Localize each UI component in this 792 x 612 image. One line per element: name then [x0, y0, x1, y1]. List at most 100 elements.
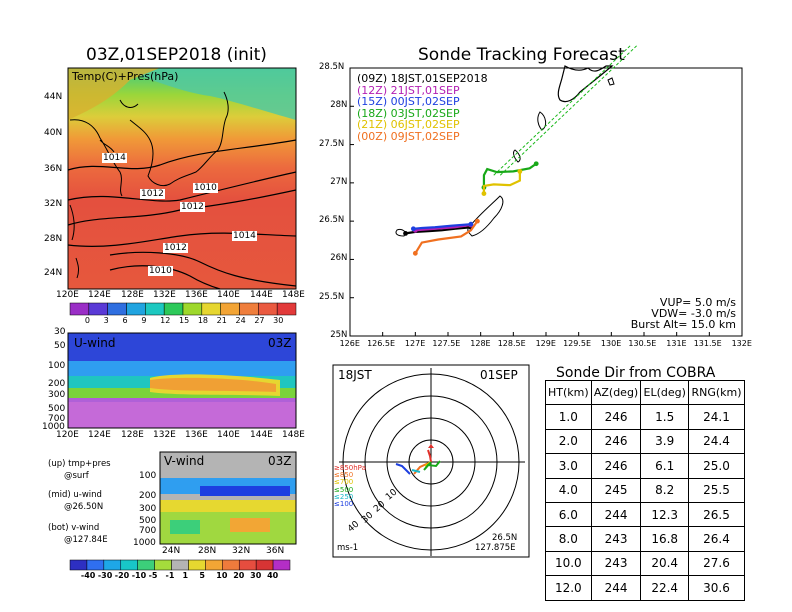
cobra-header-row: HT(km) AZ(deg) EL(deg) RNG(km) — [545, 379, 745, 406]
wind-colorbar-tick: -1 — [165, 571, 175, 580]
forecast-trend-line — [493, 44, 632, 176]
cobra-cell: 24.4 — [688, 428, 745, 455]
track-series-point — [533, 161, 539, 167]
cobra-cell: 244 — [590, 501, 642, 528]
wind-colorbar-tick: -5 — [148, 571, 158, 580]
temperature-colorbar-swatch — [276, 302, 297, 316]
cobra-cell: 245 — [590, 477, 642, 503]
polar-lon: 127.875E — [475, 543, 516, 553]
continent-region — [68, 68, 160, 120]
map-lat-tick: 28N — [44, 234, 63, 244]
track-series-point — [481, 191, 487, 196]
map-lon-tick: 140E — [217, 290, 240, 300]
cobra-cell: 2.0 — [545, 428, 592, 455]
wind-colorbar — [69, 559, 291, 571]
note-up-2: @surf — [64, 471, 89, 481]
cobra-row: 4.0 245 8.2 25.5 — [545, 477, 745, 503]
cobra-cell: 8.2 — [640, 477, 689, 503]
track-series-line — [405, 226, 471, 235]
tracking-lat-tick: 28.5N — [319, 62, 345, 72]
tracking-lon-tick: 129E — [535, 339, 556, 348]
tracking-lon-tick: 130E — [600, 339, 622, 348]
temperature-colorbar-tick: 12 — [160, 316, 171, 325]
cobra-table: HT(km) AZ(deg) EL(deg) RNG(km) 1.0 246 1.5… — [545, 379, 745, 601]
tracking-legend-entry: (09Z) 18JST,01SEP2018 — [357, 72, 488, 85]
tracking-lon-tick: 126E — [339, 339, 360, 348]
temperature-colorbar-tick: 30 — [273, 316, 284, 325]
cobra-row: 2.0 246 3.9 24.4 — [545, 428, 745, 455]
wind-colorbar-tick: 1 — [182, 571, 189, 580]
temperature-colorbar-tick: 9 — [141, 316, 147, 325]
temperature-colorbar-tick: 27 — [254, 316, 265, 325]
tracking-param: Burst Alt= 15.0 km — [630, 318, 736, 331]
tracking-lon-tick: 126.5E — [367, 339, 396, 348]
map-lat-tick: 24N — [44, 268, 63, 278]
track-series-point — [517, 168, 523, 174]
vwind-lat-tick: 32N — [232, 546, 251, 556]
tracking-lon-tick: 129.5E — [563, 339, 592, 348]
temperature-colorbar-tick: 3 — [103, 316, 109, 325]
tracking-legend-entry: (18Z) 03JST,02SEP — [357, 106, 460, 120]
note-bot-2: @127.84E — [64, 535, 108, 545]
cobra-cell: 10.0 — [545, 550, 592, 577]
cobra-cell: 16.8 — [640, 526, 689, 552]
map-lon-tick: 120E — [56, 290, 79, 300]
uwind-lon-tick: 132E — [153, 430, 176, 440]
island-okinawa — [467, 195, 504, 237]
cobra-cell: 12.3 — [640, 501, 689, 528]
uwind-lon-tick: 144E — [250, 430, 273, 440]
temperature-colorbar-tick: 18 — [197, 316, 209, 325]
cobra-row: 1.0 246 1.5 24.1 — [545, 404, 745, 430]
polar-legend-entry: ≤250 — [334, 492, 354, 501]
cobra-cell: 26.4 — [688, 526, 745, 552]
isobar-line — [67, 139, 297, 171]
map-lat-tick: 40N — [44, 128, 63, 138]
island — [513, 149, 521, 163]
map-lon-tick: 136E — [185, 290, 208, 300]
isobar-label: 1010 — [148, 266, 173, 276]
cobra-cell: 246 — [590, 404, 642, 430]
cobra-cell: 1.5 — [640, 404, 689, 430]
cobra-cell: 6.1 — [640, 453, 689, 479]
tracking-legend-entry: (21Z) 06JST,02SEP — [357, 118, 460, 131]
tracking-param: VUP= 5.0 m/s — [659, 296, 736, 309]
vwind-pressure-tick: 200 — [139, 491, 157, 501]
track-series-point — [410, 226, 416, 232]
cobra-cell: 22.4 — [640, 575, 689, 601]
vwind-time: 03Z — [268, 454, 292, 468]
wind-colorbar-tick: -10 — [131, 571, 147, 580]
polar-unit: ms-1 — [337, 543, 359, 553]
tracking-legend-entry: (00Z) 09JST,02SEP — [357, 129, 460, 143]
isobar-label: 1012 — [180, 202, 205, 212]
vwind-pressure-tick: 100 — [139, 471, 157, 481]
cobra-cell: 25.0 — [688, 453, 745, 479]
uwind-pressure-tick: 30 — [54, 327, 66, 337]
tracking-frame — [349, 67, 743, 337]
uwind-pressure-tick: 100 — [48, 361, 66, 371]
vwind-lat-tick: 28N — [198, 546, 217, 556]
cobra-cell: 246 — [590, 453, 642, 479]
tracking-lat-tick: 27.5N — [319, 138, 345, 149]
polar-lat: 26.5N — [492, 533, 518, 543]
wind-colorbar-tick: 40 — [267, 571, 279, 580]
map-lon-tick: 128E — [121, 290, 144, 300]
map-lat-tick: 44N — [44, 92, 63, 102]
isobar-label: 1012 — [163, 243, 188, 253]
cobra-row: 3.0 246 6.1 25.0 — [545, 453, 745, 479]
tracking-param: VDW= -3.0 m/s — [651, 307, 736, 320]
map-title: 03Z,01SEP2018 (init) — [86, 45, 267, 65]
track-series-line — [482, 162, 537, 188]
uwind-pressure-tick: 500 — [48, 404, 66, 414]
wind-colorbar-tick: 20 — [233, 571, 245, 580]
map-lat-tick: 32N — [44, 199, 63, 209]
cobra-cell: 20.4 — [640, 550, 689, 577]
cobra-row: 6.0 244 12.3 26.5 — [545, 501, 745, 528]
polar-legend-entry: ≤850 — [334, 471, 354, 480]
cobra-header: RNG(km) — [688, 379, 745, 406]
wind-colorbar-tick: -40 — [80, 571, 96, 580]
cobra-cell: 12.0 — [545, 575, 592, 601]
track-series-line — [482, 171, 521, 194]
